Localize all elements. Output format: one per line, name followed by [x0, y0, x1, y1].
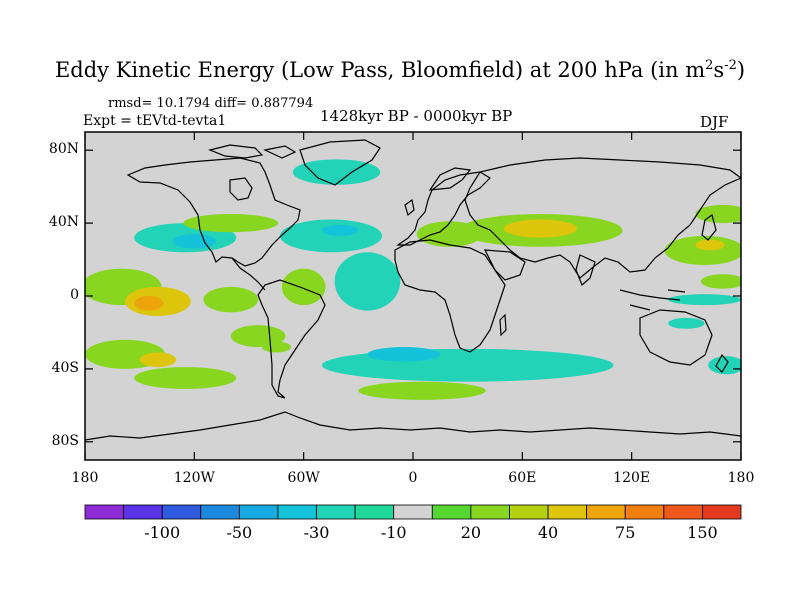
lon-label-120W: 120W	[173, 470, 215, 486]
season-label: DJF	[700, 113, 729, 131]
coast-new-zealand	[715, 353, 729, 373]
contour-region-15	[292, 159, 381, 185]
contour-region-12	[279, 219, 383, 253]
colorbar-swatch-3	[200, 504, 240, 520]
stats-line: rmsd= 10.1794 diff= 0.887794	[108, 96, 314, 111]
colorbar-swatch-10	[470, 504, 510, 520]
contour-region-25	[695, 204, 741, 224]
contour-region-19	[358, 381, 486, 400]
experiment-label: Expt = tEVtd-tevta1	[83, 113, 227, 129]
coast-antarctica	[85, 411, 741, 441]
contour-region-6	[203, 286, 259, 313]
colorbar-label--10: -10	[380, 523, 407, 542]
map-title: Eddy Kinetic Energy (Low Pass, Bloomfiel…	[0, 58, 800, 82]
coast-scandinavia	[428, 167, 472, 191]
contour-region-28	[668, 317, 705, 329]
coastlines	[85, 139, 741, 441]
coast-hudson-bay	[229, 177, 253, 201]
contour-region-2	[134, 296, 164, 311]
coast-japan	[701, 214, 717, 241]
colorbar-swatch-7	[354, 504, 395, 520]
coast-indonesia	[619, 289, 686, 311]
colorbar-label-75: 75	[615, 523, 636, 542]
contour-region-21	[504, 219, 577, 238]
title-main: Eddy Kinetic Energy (Low Pass, Bloomfiel…	[54, 58, 706, 82]
lon-label-0: 0	[408, 470, 418, 486]
eddy-energy-field	[85, 159, 741, 400]
colorbar-label-40: 40	[537, 523, 559, 542]
colorbar-label-150: 150	[687, 523, 718, 542]
title-end: )	[736, 58, 746, 82]
colorbar-label--100: -100	[144, 523, 181, 542]
lat-label-80N: 80N	[48, 141, 79, 158]
coast-africa	[394, 239, 506, 353]
colorbar-swatch-12	[547, 504, 588, 520]
coast-british-isles	[404, 198, 415, 217]
coast-arctic-islands	[208, 144, 297, 159]
colorbar-swatch-13	[586, 504, 626, 520]
colorbar-swatch-9	[431, 504, 472, 520]
coast-greenland	[299, 139, 381, 186]
colorbar-label--30: -30	[303, 523, 330, 542]
contour-region-24	[695, 239, 725, 251]
colorbar-swatch-15	[663, 504, 703, 520]
contour-region-26	[700, 274, 741, 289]
colorbar	[84, 504, 742, 520]
contour-region-17	[321, 348, 614, 382]
lon-label-60E: 60E	[508, 470, 537, 486]
contour-region-7	[230, 325, 286, 348]
title-mid: s	[713, 58, 725, 82]
lon-label-120E: 120E	[613, 470, 651, 486]
colorbar-label--50: -50	[226, 523, 253, 542]
contour-region-22	[416, 221, 483, 247]
title-sup2: -2	[724, 58, 737, 73]
lat-label-0: 0	[70, 287, 79, 303]
contour-region-4	[139, 352, 177, 368]
coast-australia	[639, 309, 713, 366]
coast-north-america	[126, 157, 301, 267]
coast-central-america	[231, 257, 266, 291]
contour-region-29	[708, 356, 741, 375]
lon-label-60W: 60W	[287, 470, 320, 486]
lon-label-180: 180	[727, 470, 755, 486]
contour-region-8	[261, 341, 291, 353]
colorbar-label-20: 20	[460, 523, 482, 542]
colorbar-swatch-11	[509, 504, 549, 520]
longitude-ticks	[84, 132, 742, 460]
colorbar-swatch-16	[702, 504, 742, 520]
contour-region-14	[334, 252, 401, 311]
colorbar-swatch-0	[84, 504, 124, 520]
colorbar-swatch-5	[277, 504, 317, 520]
colorbar-swatch-2	[161, 504, 202, 520]
latitude-ticks	[85, 149, 741, 443]
lat-label-40N: 40N	[48, 214, 79, 231]
contour-region-16	[183, 214, 279, 233]
contour-region-5	[134, 367, 237, 389]
colorbar-swatch-6	[316, 504, 356, 520]
colorbar-swatch-14	[624, 504, 665, 520]
colorbar-swatch-4	[238, 504, 279, 520]
contour-region-13	[321, 224, 359, 236]
coast-europe	[396, 171, 491, 246]
coast-asia	[464, 157, 741, 279]
map-background	[85, 132, 741, 460]
colorbar-swatch-1	[123, 504, 163, 520]
contour-region-27	[668, 294, 741, 306]
coast-arabia	[483, 249, 526, 281]
contour-region-18	[367, 347, 441, 362]
lat-label-80S: 80S	[51, 432, 79, 449]
contour-region-9	[281, 268, 326, 306]
colorbar-swatch-8	[393, 504, 433, 520]
lon-label-180: 180	[71, 470, 99, 486]
period-label: 1428kyr BP - 0000kyr BP	[320, 107, 513, 125]
lat-label-40S: 40S	[51, 359, 79, 376]
coast-india	[575, 254, 596, 287]
contour-region-11	[172, 234, 217, 249]
coast-madagascar	[499, 313, 507, 337]
coast-south-america	[257, 279, 326, 399]
title-sup1: 2	[705, 58, 714, 73]
